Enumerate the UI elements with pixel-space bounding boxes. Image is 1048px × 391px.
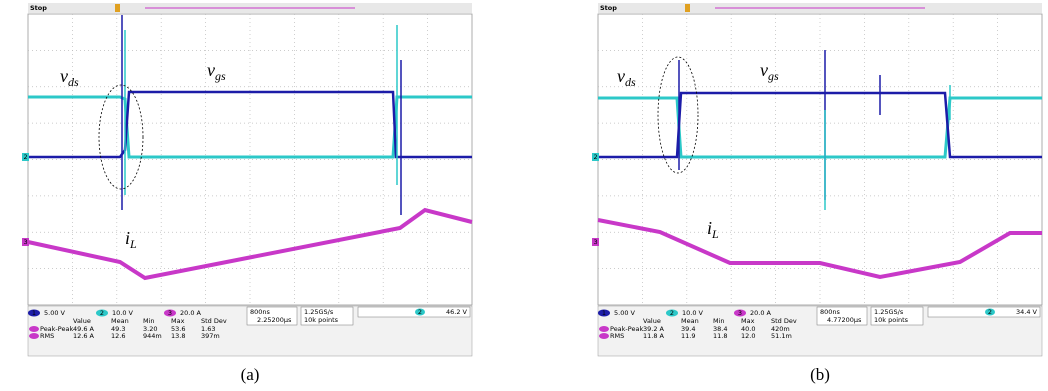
trigger-marker [115,4,120,12]
scale: 20.0 A [750,309,772,317]
scale: 20.0 A [180,309,202,317]
label-sub: gs [215,69,226,83]
trigger-channel: 2 [988,308,992,316]
channel-id: 2 [23,153,27,161]
timebase: 800ns [820,308,841,316]
sample-rate: 1.25GS/s [304,308,334,316]
measure-cell: 944m [143,332,162,340]
sample-rate: 1.25GS/s [874,308,904,316]
channel-id: 2 [593,153,597,161]
measure-header: Value [643,317,661,325]
scale: 10.0 V [682,309,704,317]
channel-id: 2 [670,309,674,317]
scale: 10.0 V [112,309,134,317]
channel-id: 1 [32,309,36,317]
figure: Stop23vdsvgsiL15.00 V210.0 V320.0 A800ns… [0,0,1048,387]
timebase: 800ns [250,308,271,316]
measure-cell: 397m [201,332,220,340]
measure-cell: 12.0 [741,332,755,340]
label-main: v [617,66,625,86]
screen [28,14,472,305]
measure-cell: 11.9 [681,332,695,340]
label-sub: L [711,227,719,241]
measure-badge [599,326,609,332]
label-sub: ds [625,75,636,89]
label-sub: ds [68,75,79,89]
caption: (a) [241,365,260,384]
delay: 4.77200µs [827,316,862,324]
measure-badge [599,333,609,339]
measure-header: Min [713,317,725,325]
measure-header: Std Dev [771,317,797,325]
measure-cell: 12.6 [111,332,125,340]
status: Stop [30,4,47,12]
label-main: v [760,60,768,80]
label-main: v [207,60,215,80]
channel-id: 1 [602,309,606,317]
scale: 5.00 V [44,309,66,317]
measure-header: Std Dev [201,317,227,325]
channel-id: 3 [168,309,172,317]
trigger-marker [685,4,690,12]
measure-cell: 51.1m [771,332,792,340]
channel-id: 2 [100,309,104,317]
measure-header: Mean [111,317,129,325]
channel-id: 3 [738,309,742,317]
label-sub: L [129,237,137,251]
channel-id: 3 [593,238,597,246]
measure-badge [29,326,39,332]
measure-header: Value [73,317,91,325]
measure-cell: 11.8 A [643,332,665,340]
measure-header: Max [171,317,185,325]
measure-badge [29,333,39,339]
measure-header: Max [741,317,755,325]
measure-cell: RMS [610,332,624,340]
scale: 5.00 V [614,309,636,317]
measure-cell: 12.6 A [73,332,95,340]
caption: (b) [810,365,830,384]
delay: 2.25200µs [257,316,292,324]
trigger-channel: 2 [418,308,422,316]
label-sub: gs [768,69,779,83]
measure-cell: 13.8 [171,332,185,340]
trigger-level: 46.2 V [446,308,468,316]
points: 10k points [874,316,909,324]
status: Stop [600,4,617,12]
measure-cell: RMS [40,332,54,340]
trigger-level: 34.4 V [1016,308,1038,316]
label-main: v [60,66,68,86]
channel-id: 3 [23,238,27,246]
measure-cell: 11.8 [713,332,727,340]
points: 10k points [304,316,339,324]
measure-header: Mean [681,317,699,325]
measure-header: Min [143,317,155,325]
